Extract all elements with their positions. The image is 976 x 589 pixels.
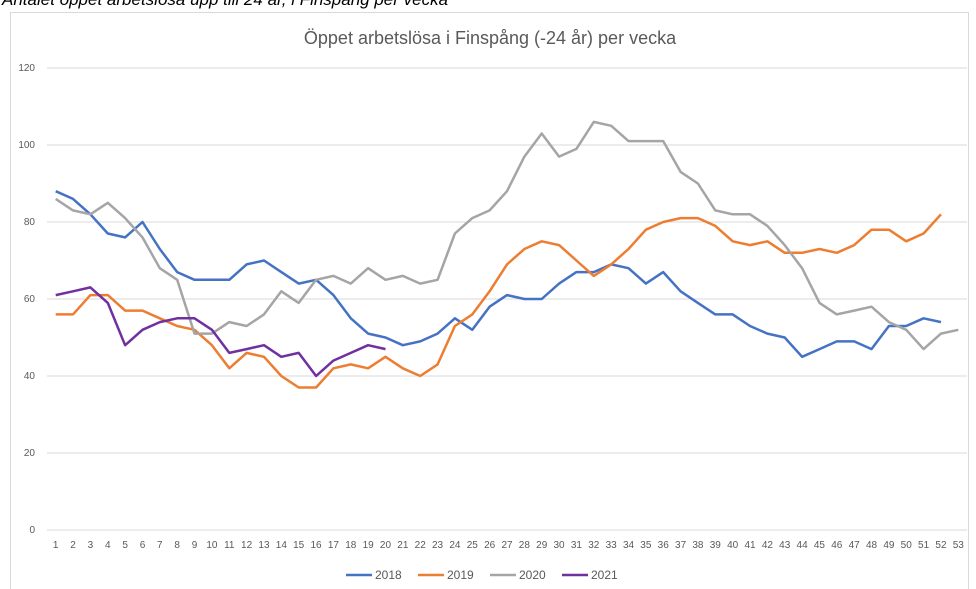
x-tick-label: 3 xyxy=(88,540,94,551)
x-tick-label: 36 xyxy=(658,540,670,551)
x-tick-label: 1 xyxy=(53,540,59,551)
x-tick-label: 9 xyxy=(192,540,198,551)
page-heading: Antalet öppet arbetslösa upp till 24 år,… xyxy=(1,0,448,9)
y-tick-label: 40 xyxy=(24,371,36,382)
x-tick-label: 53 xyxy=(953,540,965,551)
x-tick-label: 39 xyxy=(710,540,722,551)
x-tick-label: 45 xyxy=(814,540,826,551)
x-tick-label: 10 xyxy=(206,540,218,551)
x-tick-label: 41 xyxy=(744,540,756,551)
x-tick-label: 4 xyxy=(105,540,111,551)
x-tick-label: 2 xyxy=(70,540,76,551)
x-tick-label: 40 xyxy=(727,540,739,551)
legend-label: 2019 xyxy=(447,568,474,582)
x-tick-label: 35 xyxy=(640,540,652,551)
x-tick-label: 14 xyxy=(276,540,288,551)
x-tick-label: 25 xyxy=(467,540,479,551)
x-tick-label: 50 xyxy=(901,540,913,551)
x-tick-label: 29 xyxy=(536,540,548,551)
x-tick-label: 17 xyxy=(328,540,340,551)
x-tick-label: 18 xyxy=(345,540,357,551)
x-tick-label: 8 xyxy=(174,540,180,551)
x-tick-label: 11 xyxy=(224,540,235,551)
x-tick-label: 42 xyxy=(762,540,774,551)
y-tick-label: 20 xyxy=(24,448,36,459)
y-tick-label: 60 xyxy=(24,294,36,305)
x-tick-label: 51 xyxy=(918,540,930,551)
legend-label: 2021 xyxy=(591,568,618,582)
x-tick-label: 20 xyxy=(380,540,392,551)
x-tick-label: 21 xyxy=(397,540,409,551)
chart-frame xyxy=(10,12,969,589)
x-tick-label: 19 xyxy=(363,540,375,551)
x-tick-label: 47 xyxy=(849,540,861,551)
x-tick-label: 49 xyxy=(883,540,895,551)
x-tick-label: 12 xyxy=(241,540,253,551)
x-tick-label: 22 xyxy=(415,540,427,551)
x-tick-label: 32 xyxy=(588,540,600,551)
x-tick-label: 46 xyxy=(831,540,843,551)
series-line xyxy=(55,213,942,389)
series-line xyxy=(55,286,386,378)
x-tick-label: 52 xyxy=(935,540,947,551)
y-tick-label: 80 xyxy=(24,217,36,228)
x-tick-label: 6 xyxy=(140,540,146,551)
x-tick-label: 37 xyxy=(675,540,687,551)
y-tick-label: 100 xyxy=(18,140,35,151)
x-tick-label: 28 xyxy=(519,540,531,551)
chart-title: Öppet arbetslösa i Finspång (-24 år) per… xyxy=(304,28,677,48)
x-tick-label: 26 xyxy=(484,540,496,551)
x-tick-label: 13 xyxy=(258,540,270,551)
legend-label: 2018 xyxy=(375,568,402,582)
series-line xyxy=(55,190,942,359)
x-tick-label: 15 xyxy=(293,540,305,551)
series-line xyxy=(55,120,959,351)
x-tick-label: 30 xyxy=(554,540,566,551)
x-tick-label: 44 xyxy=(797,540,809,551)
x-tick-label: 16 xyxy=(310,540,322,551)
x-tick-label: 34 xyxy=(623,540,635,551)
x-tick-label: 33 xyxy=(606,540,618,551)
x-tick-label: 23 xyxy=(432,540,444,551)
x-tick-label: 48 xyxy=(866,540,878,551)
x-tick-label: 27 xyxy=(501,540,513,551)
legend-label: 2020 xyxy=(519,568,546,582)
x-tick-label: 31 xyxy=(571,540,583,551)
y-tick-label: 120 xyxy=(18,63,35,74)
x-tick-label: 5 xyxy=(122,540,128,551)
x-tick-label: 7 xyxy=(157,540,163,551)
x-tick-label: 38 xyxy=(692,540,704,551)
y-tick-label: 0 xyxy=(29,525,35,536)
x-tick-label: 24 xyxy=(449,540,461,551)
x-tick-label: 43 xyxy=(779,540,791,551)
